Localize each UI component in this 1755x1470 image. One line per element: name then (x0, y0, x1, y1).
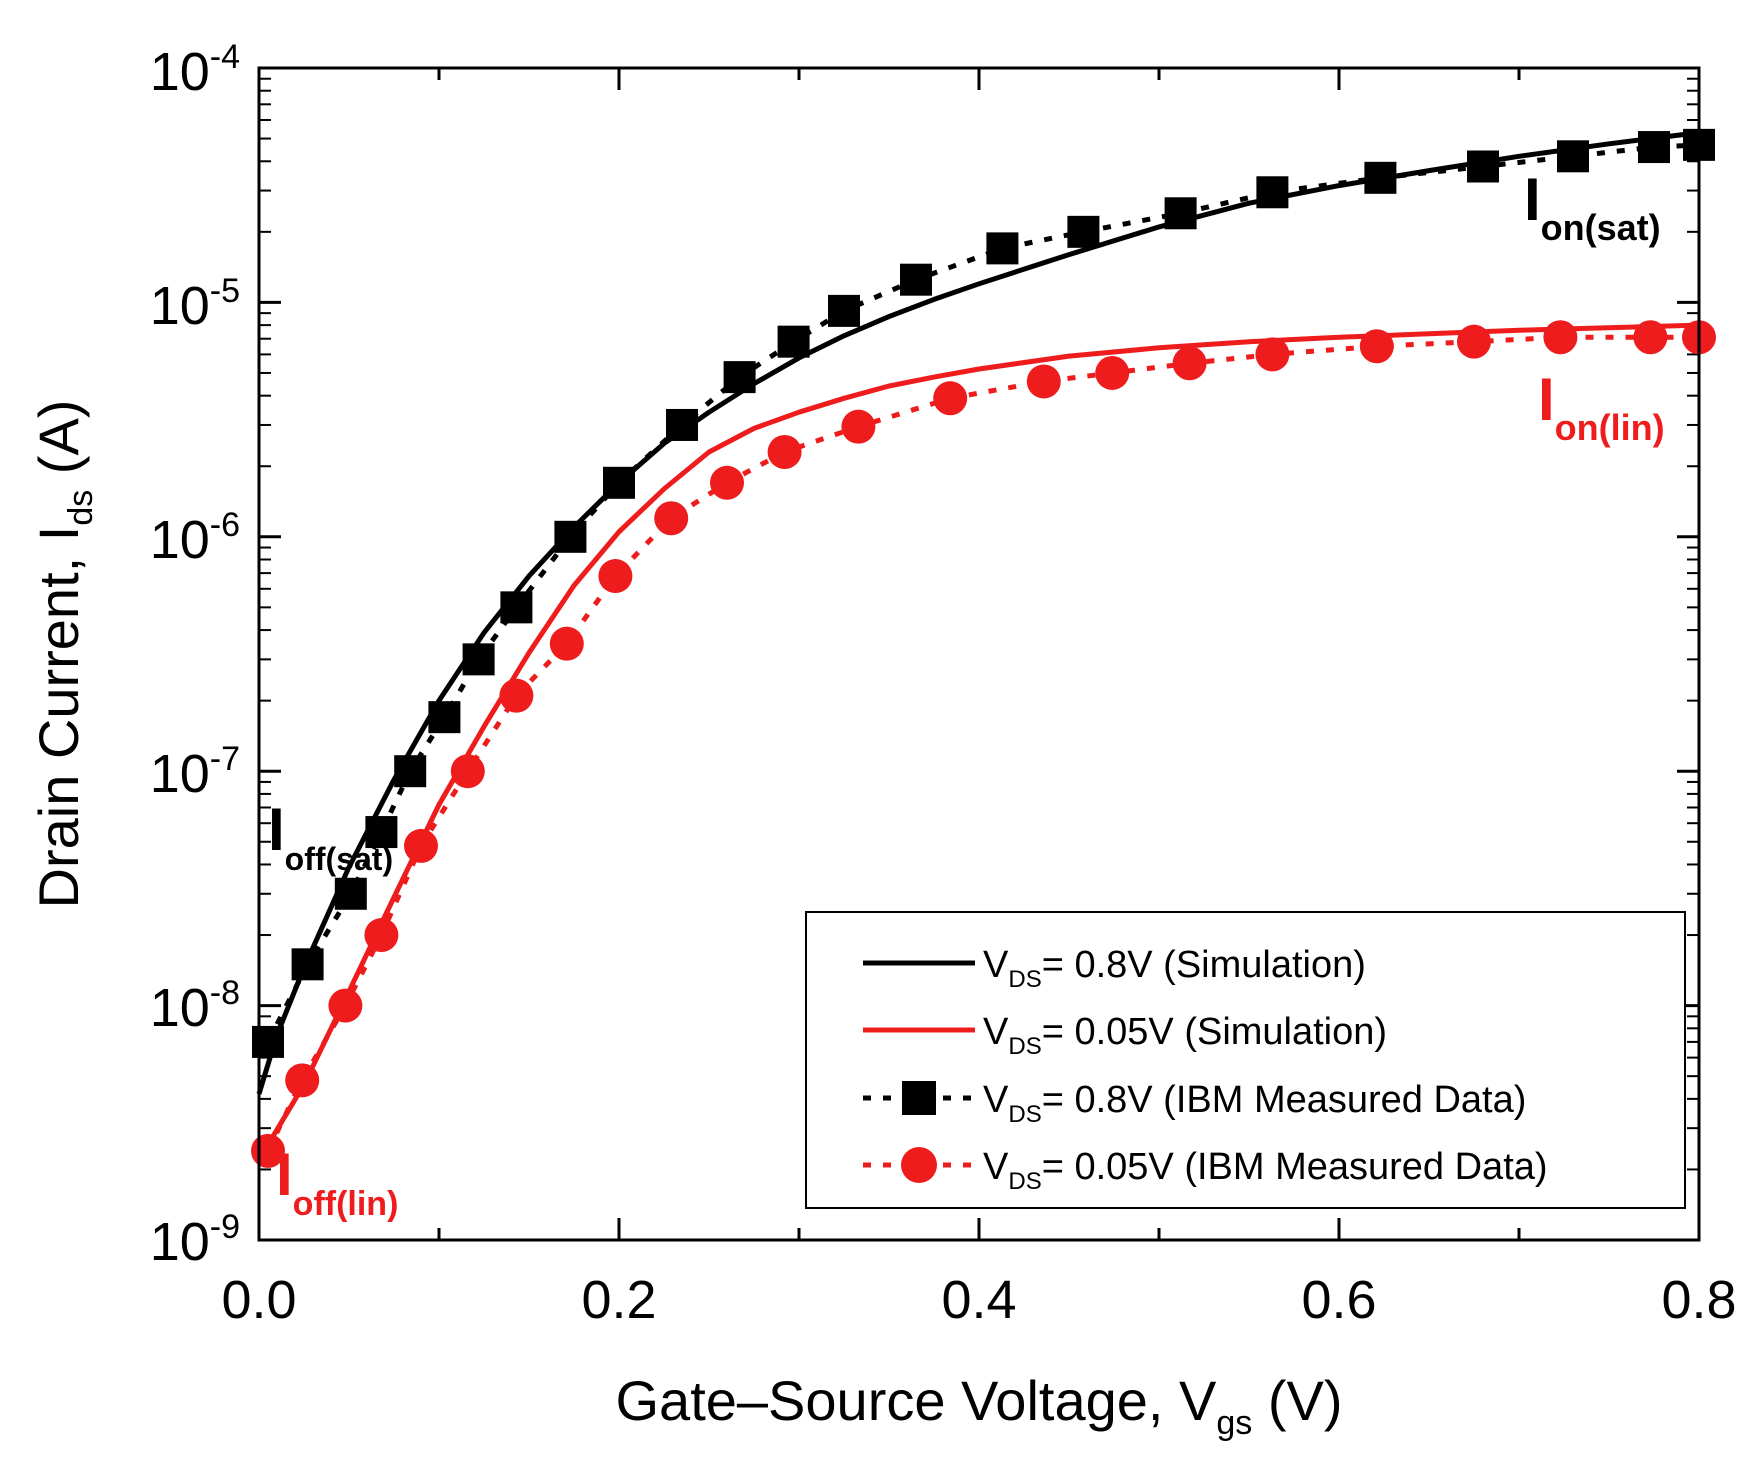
legend: VDS= 0.8V (Simulation) VDS= 0.05V (Simul… (805, 911, 1686, 1209)
x-tick-label: 0.0 (221, 1270, 296, 1330)
data-point-circle (1026, 364, 1061, 399)
minor-ticks (259, 68, 1699, 1240)
x-tick-label: 0.8 (1661, 1270, 1736, 1330)
data-point-circle (285, 1063, 320, 1098)
series-dotted-line-sat-meas (265, 142, 1700, 1044)
y-tick-label: 10-7 (150, 740, 240, 804)
data-point-circle (767, 435, 802, 470)
y-tick-label: 10-8 (150, 974, 240, 1038)
x-axis-title: Gate–Source Voltage, Vgs (V) (616, 1369, 1343, 1442)
data-point-square (723, 361, 756, 394)
data-point-circle (1543, 320, 1578, 355)
data-point-square (1164, 197, 1197, 230)
y-tick-label: 10-9 (150, 1208, 240, 1272)
data-point-circle (1633, 320, 1668, 355)
annotation-ioff-lin: Ioff(lin) (276, 1141, 398, 1223)
data-point-square (428, 701, 461, 734)
data-point-square (1364, 161, 1397, 194)
data-point-square (1067, 215, 1100, 248)
legend-label-sat-meas: VDS= 0.8V (IBM Measured Data) (983, 1079, 1526, 1128)
annotation-ion-sat: Ion(sat) (1524, 166, 1661, 248)
y-axis-title: Drain Current, Ids (A) (27, 400, 100, 909)
data-point-square (1638, 131, 1670, 164)
data-point-circle (654, 501, 689, 536)
annotation-ion-lin: Ion(lin) (1538, 366, 1665, 448)
data-point-square (828, 294, 860, 327)
legend-label-sat-sim: VDS= 0.8V (Simulation) (983, 944, 1366, 993)
legend-swatch-lin-meas-marker (901, 1147, 937, 1183)
data-point-square (334, 877, 367, 910)
data-point-circle (1255, 337, 1290, 372)
y-tick-label: 10-6 (150, 506, 240, 570)
data-point-circle (364, 918, 399, 953)
data-point-square (1256, 176, 1289, 209)
data-point-square (777, 325, 810, 358)
data-point-circle (1359, 329, 1394, 364)
series-layer (251, 128, 1716, 1168)
annotation-ioff-sat: Ioff(sat) (268, 796, 393, 877)
x-tick-label: 0.4 (941, 1270, 1016, 1330)
y-tick-label: 10-4 (150, 38, 240, 102)
data-point-circle (1457, 324, 1491, 359)
data-point-circle (404, 828, 438, 863)
data-point-square (462, 643, 495, 676)
data-point-square (500, 591, 533, 624)
data-point-square (252, 1025, 284, 1058)
data-point-circle (710, 465, 744, 500)
legend-label-lin-meas: VDS= 0.05V (IBM Measured Data) (983, 1146, 1548, 1195)
data-point-square (394, 755, 427, 788)
y-tick-label: 10-5 (150, 272, 240, 336)
data-point-square (554, 520, 587, 553)
data-point-circle (933, 381, 968, 416)
legend-swatch-sat-meas-marker (902, 1081, 936, 1115)
data-point-square (291, 948, 324, 981)
data-point-square (603, 466, 635, 499)
data-point-circle (549, 626, 584, 661)
data-point-square (666, 408, 698, 441)
data-point-square (900, 263, 932, 296)
data-point-circle (1095, 355, 1130, 390)
data-point-circle (598, 559, 633, 594)
data-point-square (365, 816, 398, 849)
data-point-circle (499, 678, 534, 713)
data-point-circle (841, 409, 876, 444)
x-tick-label: 0.2 (581, 1270, 656, 1330)
data-point-square (1557, 140, 1589, 173)
data-point-circle (328, 988, 363, 1023)
data-point-square (1467, 150, 1499, 183)
major-ticks (257, 66, 1701, 1242)
data-point-square (986, 232, 1019, 265)
data-point-circle (450, 754, 485, 789)
x-tick-label: 0.6 (1301, 1270, 1376, 1330)
data-point-circle (1172, 346, 1207, 381)
legend-label-lin-sim: VDS= 0.05V (Simulation) (983, 1011, 1387, 1060)
